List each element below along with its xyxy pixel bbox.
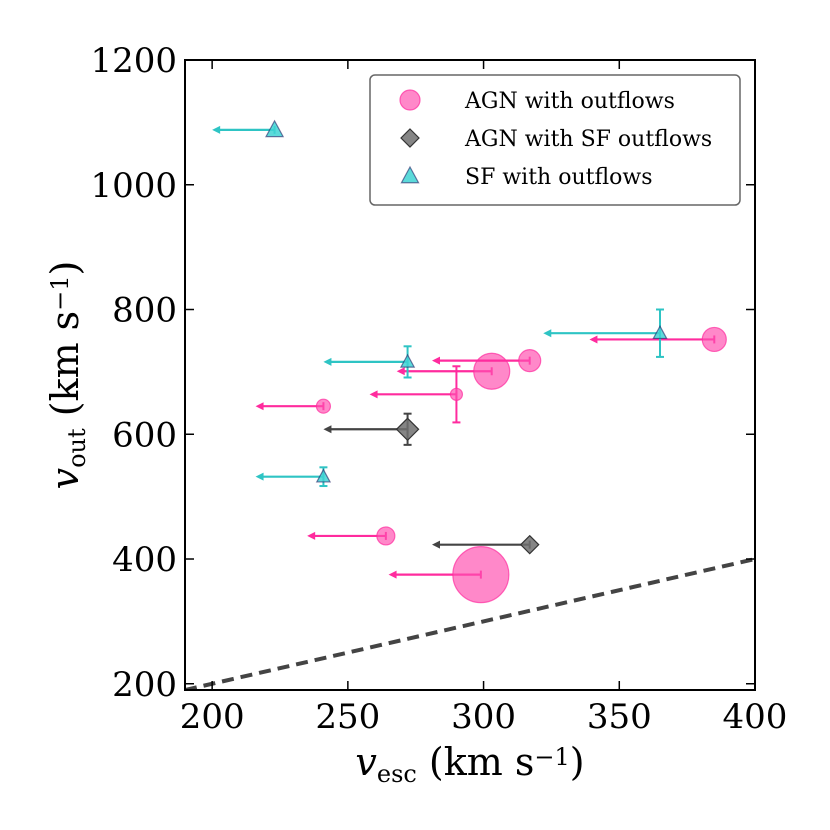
x-tick-label: 200 [180,697,245,737]
limit-arrow-head [307,531,316,540]
y-tick-label: 1200 [90,41,177,81]
reference-line [185,557,755,690]
data-point [652,324,668,340]
x-tick-label: 300 [451,697,516,737]
axes-frame [184,59,756,691]
series-agn-with-sf-outflows [323,412,540,555]
limit-arrow-head [369,390,378,399]
data-point [452,546,510,604]
limit-arrow-head [388,570,397,579]
legend: AGN with outflows AGN with SF outflows SF … [369,74,741,206]
plot-content [185,119,755,690]
data-point [519,534,540,555]
legend-marker [399,89,421,111]
data-point [376,526,396,546]
series-sf-with-outflows [212,119,668,488]
y-tick-label: 600 [112,415,177,455]
limit-arrow-head [432,540,440,549]
y-axis-title: vout (km s−1) [43,261,91,490]
data-point [449,387,464,401]
legend-label: SF with outflows [465,165,653,190]
data-point [265,119,285,138]
limit-arrow-head [323,357,332,366]
x-tick-label: 250 [315,697,380,737]
axes: 200 250 300 350 400 200 400 600 800 1000 1200 vesc … [43,41,787,788]
limit-arrow-head [589,335,598,344]
limit-arrow-head [323,425,332,434]
limit-arrow-head [543,329,552,338]
data-point [395,417,420,442]
x-tick-label: 350 [587,697,652,737]
limit-arrow-head [255,472,264,481]
data-point [399,353,416,368]
y-tick-label: 800 [112,291,177,331]
series-agn-with-outflows [255,326,727,604]
legend-marker [400,165,420,184]
limit-arrow-head [396,367,405,376]
y-tick-label: 200 [112,665,177,705]
legend-label: AGN with outflows [464,89,675,114]
data-point [518,349,542,373]
y-tick-label: 1000 [90,166,177,206]
plot-area [185,119,755,690]
legend-marker [400,128,420,148]
x-axis-title: vesc (km s−1) [355,740,584,788]
limit-arrow-head [255,402,264,411]
data-point [315,468,332,483]
data-point [315,398,332,414]
legend-box [369,74,741,206]
x-tick-label: 400 [723,697,788,737]
data-point [473,352,511,390]
limit-arrow-head [212,125,221,134]
data-point [701,326,727,353]
limit-arrow-head [432,356,440,365]
y-tick-label: 400 [112,540,177,580]
legend-label: AGN with SF outflows [464,127,712,152]
